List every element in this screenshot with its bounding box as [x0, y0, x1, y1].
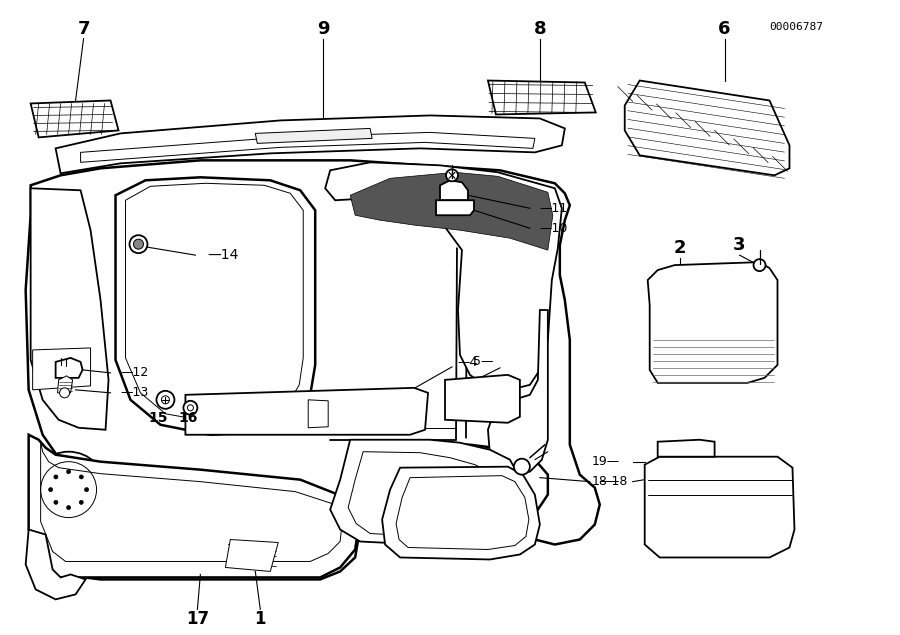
Text: 8: 8 — [534, 20, 546, 37]
Polygon shape — [488, 310, 548, 474]
Polygon shape — [648, 262, 778, 383]
Text: 2: 2 — [673, 239, 686, 257]
Polygon shape — [625, 81, 789, 175]
Polygon shape — [436, 200, 474, 215]
Polygon shape — [225, 540, 278, 572]
Polygon shape — [382, 467, 540, 559]
Text: 16: 16 — [179, 411, 198, 425]
Circle shape — [85, 488, 88, 491]
Circle shape — [79, 500, 84, 504]
Polygon shape — [29, 435, 358, 577]
Text: 6: 6 — [718, 20, 731, 37]
Polygon shape — [350, 172, 553, 250]
Text: —13: —13 — [121, 386, 148, 399]
Polygon shape — [325, 163, 562, 390]
Polygon shape — [445, 375, 520, 423]
Polygon shape — [31, 189, 109, 430]
Circle shape — [753, 259, 766, 271]
Circle shape — [31, 451, 106, 528]
Circle shape — [79, 475, 84, 479]
Text: 18—: 18— — [591, 475, 620, 488]
Text: —4: —4 — [457, 356, 477, 370]
Polygon shape — [32, 348, 91, 390]
Polygon shape — [308, 400, 328, 428]
Text: —12: —12 — [121, 366, 148, 379]
Polygon shape — [440, 180, 468, 200]
Circle shape — [446, 170, 458, 182]
Polygon shape — [31, 100, 119, 137]
Polygon shape — [644, 457, 795, 558]
Circle shape — [130, 235, 148, 253]
Circle shape — [59, 388, 69, 398]
Polygon shape — [115, 177, 315, 435]
Circle shape — [514, 458, 530, 474]
Circle shape — [67, 505, 70, 509]
Polygon shape — [185, 388, 428, 435]
Text: 1: 1 — [255, 610, 266, 629]
Polygon shape — [58, 376, 73, 393]
Circle shape — [49, 488, 52, 491]
Polygon shape — [330, 439, 520, 544]
Polygon shape — [488, 81, 596, 114]
Polygon shape — [658, 439, 715, 457]
Circle shape — [54, 475, 58, 479]
Polygon shape — [256, 128, 372, 144]
Circle shape — [187, 404, 194, 411]
Circle shape — [184, 401, 197, 415]
Circle shape — [67, 470, 70, 474]
Text: 15: 15 — [148, 411, 168, 425]
Polygon shape — [26, 161, 599, 579]
Text: 17: 17 — [185, 610, 209, 629]
Circle shape — [54, 500, 58, 504]
Circle shape — [161, 396, 169, 404]
Text: 00006787: 00006787 — [769, 22, 823, 32]
Polygon shape — [26, 530, 86, 599]
Circle shape — [157, 391, 175, 409]
Circle shape — [40, 462, 96, 518]
Text: 19—: 19— — [591, 455, 620, 468]
Text: 7: 7 — [77, 20, 90, 37]
Text: —14: —14 — [207, 248, 238, 262]
Text: —11: —11 — [540, 202, 568, 215]
Text: 3: 3 — [734, 236, 746, 254]
Text: 9: 9 — [317, 20, 329, 37]
Text: —10: —10 — [540, 222, 568, 235]
Text: —18: —18 — [599, 475, 628, 488]
Text: 5—: 5— — [473, 356, 494, 368]
Polygon shape — [56, 358, 83, 378]
Circle shape — [133, 239, 143, 249]
Polygon shape — [56, 116, 565, 173]
Polygon shape — [125, 184, 303, 422]
